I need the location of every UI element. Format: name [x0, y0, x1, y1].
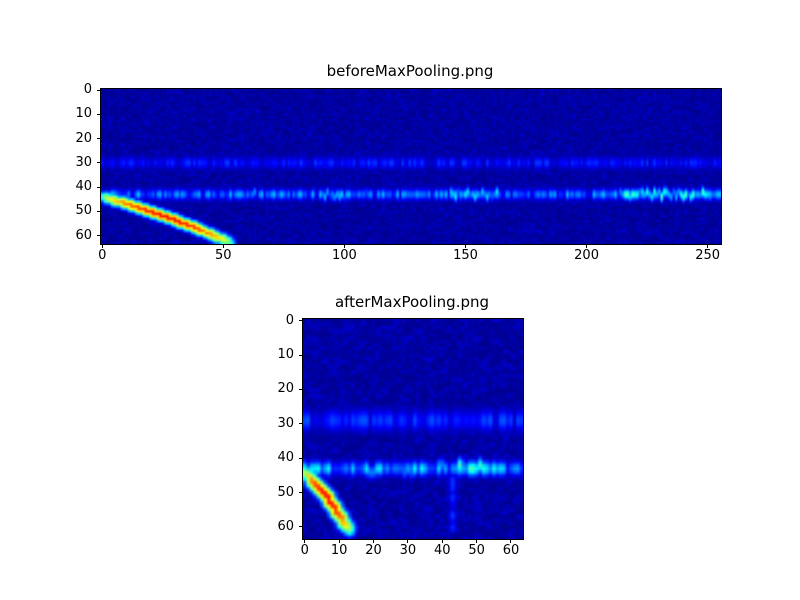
x-tick-label: 60: [502, 543, 520, 558]
y-tick-label: 60: [75, 227, 92, 243]
y-tick-label: 0: [83, 82, 92, 98]
x-tick-label: 50: [215, 248, 232, 263]
y-tick-mark: [299, 388, 303, 390]
y-tick-mark: [97, 235, 101, 237]
x-tick-mark: [343, 244, 345, 248]
y-tick-label: 60: [277, 518, 294, 534]
y-tick-mark: [97, 89, 101, 91]
x-tick-label: 100: [331, 248, 357, 263]
x-tick-mark: [510, 539, 512, 543]
x-tick-mark: [304, 539, 306, 543]
y-tick-mark: [299, 320, 303, 322]
x-tick-mark: [441, 539, 443, 543]
y-tick-label: 40: [277, 450, 294, 466]
x-tick-label: 0: [98, 248, 107, 263]
x-tick-label: 20: [365, 543, 382, 558]
x-tick-mark: [101, 244, 103, 248]
chart-title: beforeMaxPooling.png: [326, 62, 494, 80]
y-tick-mark: [97, 186, 101, 188]
x-tick-mark: [464, 244, 466, 248]
x-tick-label: 250: [695, 248, 721, 263]
y-tick-mark: [299, 354, 303, 356]
heatmap-image: [303, 319, 523, 539]
y-tick-mark: [299, 526, 303, 528]
heatmap-axes: 0 50 100 150 200 250 0 10 20 30 40 50 60: [75, 83, 722, 263]
x-tick-label: 200: [574, 248, 599, 263]
x-tick-label: 50: [468, 543, 485, 558]
y-tick-mark: [299, 423, 303, 425]
y-tick-mark: [97, 210, 101, 212]
y-tick-mark: [299, 457, 303, 459]
x-tick-mark: [407, 539, 409, 543]
x-tick-mark: [222, 244, 224, 248]
heatmap-axes: 0 10 20 30 40 50 60 0 10 20 30 40 50 60: [277, 313, 524, 558]
y-tick-label: 50: [277, 484, 294, 500]
x-tick-mark: [476, 539, 478, 543]
heatmap-image: [101, 89, 721, 244]
y-tick-label: 40: [75, 179, 92, 195]
y-tick-mark: [97, 138, 101, 140]
y-tick-mark: [97, 113, 101, 115]
y-tick-mark: [97, 162, 101, 164]
y-tick-label: 20: [75, 130, 92, 146]
y-tick-label: 30: [75, 154, 92, 170]
y-tick-mark: [299, 492, 303, 494]
x-tick-mark: [338, 539, 340, 543]
y-tick-label: 10: [75, 106, 92, 122]
x-tick-label: 40: [433, 543, 451, 558]
chart-title: afterMaxPooling.png: [334, 293, 490, 311]
y-tick-label: 30: [277, 415, 294, 431]
x-tick-mark: [586, 244, 588, 248]
y-tick-label: 10: [277, 347, 294, 363]
x-tick-mark: [372, 539, 374, 543]
x-tick-label: 0: [300, 543, 309, 558]
y-tick-label: 20: [277, 381, 294, 397]
x-tick-label: 150: [453, 248, 478, 263]
x-tick-label: 10: [330, 543, 348, 558]
y-tick-label: 0: [285, 312, 294, 328]
y-tick-label: 50: [75, 203, 92, 219]
x-tick-mark: [707, 244, 709, 248]
x-tick-label: 30: [399, 543, 417, 558]
